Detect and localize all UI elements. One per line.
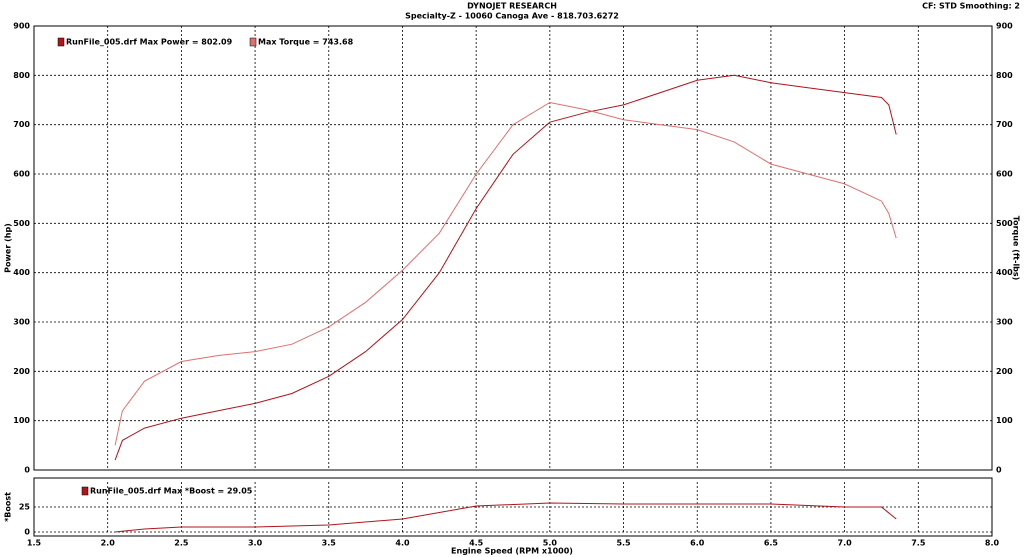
legend-swatch	[81, 486, 89, 496]
y-tick-label: 0	[24, 466, 30, 475]
y-tick-label: 0	[24, 528, 30, 537]
corner-note: CF: STD Smoothing: 2	[922, 2, 1020, 11]
y-tick-label: 700	[13, 120, 30, 129]
x-tick-label: 6.5	[764, 539, 779, 548]
y-tick-label: 400	[13, 268, 30, 277]
legend-entry: RunFile_005.drf Max Power = 802.09	[66, 38, 233, 47]
y-tick-label: 300	[13, 318, 30, 327]
y-tick-label: 800	[13, 71, 30, 80]
x-tick-label: 4.5	[469, 539, 484, 548]
x-tick-label: 8.0	[985, 539, 1000, 548]
x-tick-label: 6.0	[690, 539, 705, 548]
legend-entry: Max Torque = 743.68	[258, 38, 354, 47]
y-tick-label: 200	[13, 367, 30, 376]
x-tick-label: 7.0	[838, 539, 853, 548]
y-tick-label: 500	[13, 219, 30, 228]
y-axis-label: *Boost	[4, 492, 13, 522]
y2-tick-label: 600	[996, 170, 1013, 179]
chart-title: DYNOJET RESEARCH	[467, 2, 557, 11]
x-tick-label: 5.0	[543, 539, 558, 548]
series-line	[114, 101, 897, 446]
series-line	[114, 74, 897, 461]
y2-tick-label: 100	[996, 416, 1013, 425]
y2-tick-label: 0	[996, 466, 1002, 475]
y-tick-label: 25	[19, 503, 31, 512]
x-tick-label: 7.5	[911, 539, 926, 548]
x-tick-label: 1.5	[27, 539, 42, 548]
y2-tick-label: 400	[996, 268, 1013, 277]
y-tick-label: 100	[13, 416, 30, 425]
legend-entry: RunFile_005.drf Max *Boost = 29.05	[90, 487, 253, 496]
y-tick-label: 600	[13, 170, 30, 179]
x-tick-label: 3.5	[322, 539, 337, 548]
x-tick-label: 3.0	[248, 539, 263, 548]
x-tick-label: 4.0	[395, 539, 410, 548]
x-tick-label: 2.5	[174, 539, 189, 548]
y2-axis-label: Torque (ft-lbs)	[1012, 216, 1021, 281]
y-axis-label: Power (hp)	[4, 223, 13, 273]
y2-tick-label: 500	[996, 219, 1013, 228]
y-tick-label: 900	[13, 22, 30, 31]
legend-swatch	[57, 37, 65, 47]
x-tick-label: 5.5	[616, 539, 631, 548]
y2-tick-label: 800	[996, 71, 1013, 80]
legend-swatch	[249, 37, 257, 47]
y2-tick-label: 300	[996, 318, 1013, 327]
y2-tick-label: 200	[996, 367, 1013, 376]
series-line	[115, 502, 897, 533]
y2-tick-label: 900	[996, 22, 1013, 31]
x-axis-label: Engine Speed (RPM x1000)	[451, 547, 573, 556]
chart-subtitle: Specialty-Z - 10060 Canoga Ave - 818.703…	[405, 12, 619, 21]
y2-tick-label: 700	[996, 120, 1013, 129]
x-tick-label: 2.0	[101, 539, 116, 548]
